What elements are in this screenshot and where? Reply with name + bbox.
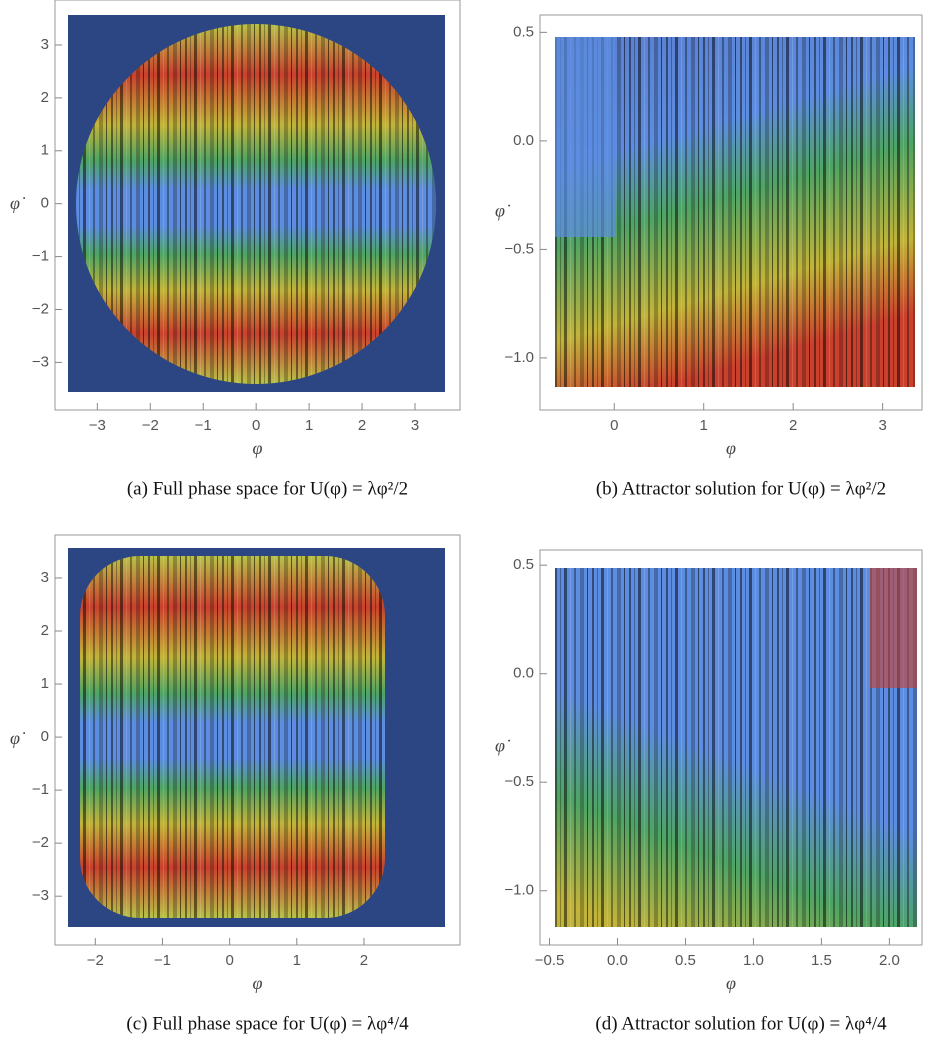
x-tick-label: 1	[293, 952, 301, 969]
y-axis-label: φ̇	[10, 728, 26, 748]
caption: (d) Attractor solution for U(φ) = λφ⁴/4	[595, 1013, 887, 1034]
x-tick-label: 1.0	[743, 952, 764, 969]
plot-frame	[539, 14, 923, 411]
x-tick-label: 0	[252, 417, 260, 434]
panel-d-image	[555, 568, 917, 927]
y-tick-label: 3	[41, 569, 49, 586]
x-axis-label: φ	[726, 973, 736, 993]
y-tick-label: 0.0	[513, 132, 534, 149]
y-tick-label: 0.0	[513, 665, 534, 682]
caption: (b) Attractor solution for U(φ) = λφ²/2	[596, 478, 886, 499]
y-tick-label: −0.5	[504, 240, 534, 257]
x-tick-label: −3	[89, 417, 106, 434]
x-axis-label: φ	[253, 438, 263, 458]
y-tick-label: 2	[41, 622, 49, 639]
x-tick-label: 1	[305, 417, 313, 434]
y-axis-label: φ̇	[495, 736, 511, 756]
panel-a-image	[68, 15, 445, 392]
panel-c-image	[68, 548, 445, 927]
y-tick-label: 3	[41, 36, 49, 53]
y-tick-label: 1	[41, 675, 49, 692]
x-tick-label: 2	[360, 952, 368, 969]
x-tick-label: −1	[154, 952, 171, 969]
x-tick-label: 0.0	[607, 952, 628, 969]
y-tick-label: 0.5	[513, 556, 534, 573]
caption: (a) Full phase space for U(φ) = λφ²/2	[127, 478, 408, 499]
x-tick-label: 2	[358, 417, 366, 434]
y-tick-label: 0	[41, 728, 49, 745]
y-axis-label: φ̇	[10, 193, 26, 213]
y-tick-label: −2	[32, 834, 49, 851]
plot-frame	[539, 549, 923, 946]
y-tick-label: −3	[32, 353, 49, 370]
x-tick-label: 0	[610, 417, 618, 434]
y-tick-label: −1	[32, 781, 49, 798]
y-tick-label: −1.0	[504, 882, 534, 899]
x-tick-label: 0	[225, 952, 233, 969]
y-tick-label: 2	[41, 89, 49, 106]
y-tick-label: 1	[41, 142, 49, 159]
plot-frame	[54, 534, 461, 946]
panel-b-image	[555, 37, 915, 387]
caption: (c) Full phase space for U(φ) = λφ⁴/4	[126, 1013, 409, 1034]
y-tick-label: 0	[41, 195, 49, 212]
x-tick-label: −2	[87, 952, 104, 969]
x-tick-label: −2	[142, 417, 159, 434]
y-tick-label: −2	[32, 300, 49, 317]
x-tick-label: −0.5	[535, 952, 565, 969]
x-tick-label: −1	[195, 417, 212, 434]
x-axis-label: φ	[253, 973, 263, 993]
y-tick-label: −1.0	[504, 349, 534, 366]
y-axis-label: φ̇	[495, 201, 511, 221]
y-tick-label: 0.5	[513, 23, 534, 40]
x-tick-label: 0.5	[675, 952, 696, 969]
x-tick-label: 1.5	[811, 952, 832, 969]
x-axis-label: φ	[726, 438, 736, 458]
y-tick-label: −0.5	[504, 773, 534, 790]
y-tick-label: −3	[32, 887, 49, 904]
y-tick-label: −1	[32, 248, 49, 265]
x-tick-label: 2.0	[879, 952, 900, 969]
x-tick-label: 3	[411, 417, 419, 434]
plot-frame	[54, 0, 461, 411]
x-tick-label: 1	[700, 417, 708, 434]
x-tick-label: 2	[789, 417, 797, 434]
x-tick-label: 3	[878, 417, 886, 434]
